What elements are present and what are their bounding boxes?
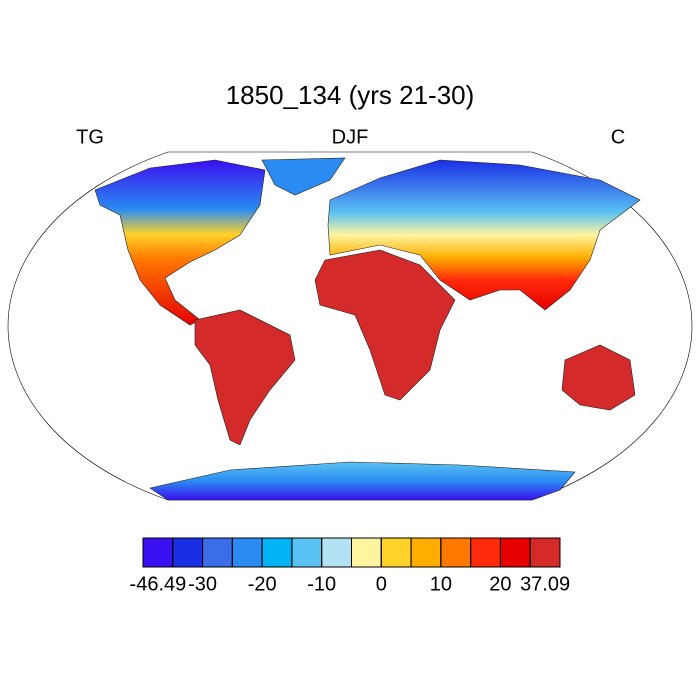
colorbar-box — [380, 537, 412, 568]
colorbar-box — [529, 537, 561, 568]
units-label: C — [611, 126, 625, 148]
colorbar-box — [351, 537, 382, 568]
colorbar-tick-label: -30 — [188, 573, 217, 595]
colorbar-tick-label: -20 — [248, 573, 277, 595]
colorbar-max-label: 37.09 — [520, 573, 570, 595]
colorbar-min-label: -46.49 — [130, 573, 187, 595]
colorbar-tick-label: -10 — [307, 573, 336, 595]
antarctica — [149, 461, 576, 501]
colorbar-box — [172, 537, 204, 568]
colorbar-box — [440, 537, 472, 568]
greenland — [261, 157, 346, 196]
north-america — [94, 159, 266, 326]
colorbar-box — [261, 537, 293, 568]
colorbar-tick-label: 10 — [430, 573, 452, 595]
colorbar-box — [291, 537, 323, 568]
colorbar: -46.49 37.09 -30 -20 -10 0 10 20 — [130, 537, 570, 595]
variable-label: TG — [76, 126, 104, 148]
africa — [314, 249, 456, 401]
colorbar-tick-label: 20 — [489, 573, 511, 595]
colorbar-box — [321, 537, 353, 568]
australia — [561, 344, 636, 411]
map — [7, 151, 693, 501]
title: 1850_134 (yrs 21-30) — [226, 80, 475, 110]
eurasia — [327, 159, 641, 311]
colorbar-box — [231, 537, 263, 568]
season-label: DJF — [332, 126, 369, 148]
colorbar-tick-label: 0 — [376, 573, 387, 595]
colorbar-box — [410, 537, 442, 568]
colorbar-box — [470, 537, 501, 568]
south-america — [194, 309, 296, 446]
colorbar-box — [202, 537, 233, 568]
colorbar-box — [142, 537, 174, 568]
colorbar-box — [499, 537, 531, 568]
